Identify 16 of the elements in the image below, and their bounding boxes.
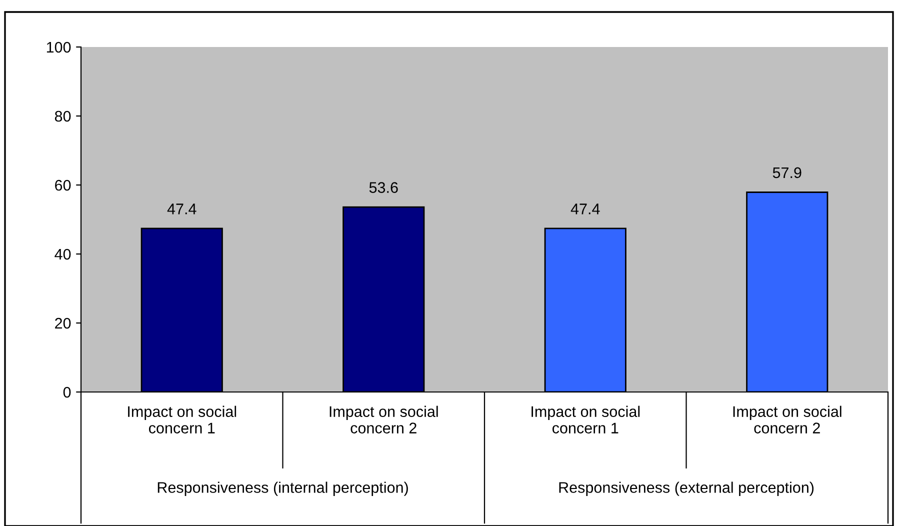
x-tick-label: Impact on social concern 2 (330, 406, 438, 434)
text: Responsiveness (external perception) (559, 482, 814, 496)
text: Responsiveness (internal perception) (158, 482, 408, 496)
y-tick-label: 100 (46, 42, 71, 53)
data-label: 47.4 (570, 204, 600, 214)
y-tick-label: 80 (54, 110, 71, 122)
x-tick-label: Impact on social concern 1 (532, 406, 640, 434)
data-label: 47.4 (167, 204, 196, 214)
y-tick-label: 20 (55, 318, 71, 329)
data-label: 57.9 (772, 167, 802, 178)
y-tick-label: 60 (55, 180, 71, 191)
data-label: 53.6 (369, 182, 398, 193)
x-tick-label: Impact on social concern 2 (733, 406, 842, 434)
y-tick-label: 0 (63, 386, 71, 398)
y-tick-label: 40 (54, 248, 71, 260)
x-tick-label: Impact on social concern 1 (128, 406, 236, 434)
